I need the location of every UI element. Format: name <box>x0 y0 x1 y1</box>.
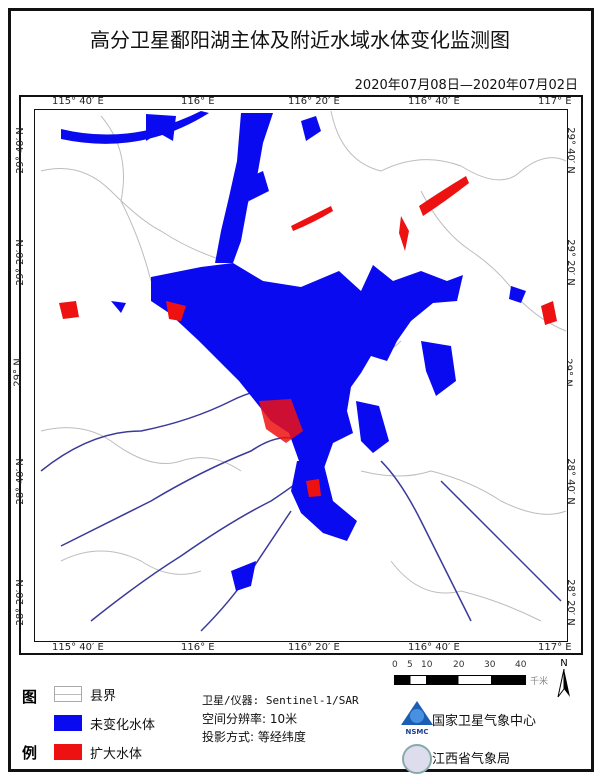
scale-tick: 10 <box>421 660 433 670</box>
map-graphic <box>40 110 567 632</box>
legend-label: 未变化水体 <box>90 718 156 733</box>
map-frame <box>19 95 583 655</box>
bottom-tick-label: 117° E <box>538 642 572 653</box>
left-tick-label: 28° 40′ N <box>14 458 26 505</box>
org-name-nsmc: 国家卫星气象中心 <box>432 714 537 729</box>
date-range: 2020年07月08日—2020年07月02日 <box>354 78 578 93</box>
legend-swatch-county-border <box>54 686 82 702</box>
left-tick-label: 29° 40′ N <box>14 127 26 174</box>
north-arrow-icon <box>557 668 570 698</box>
top-tick-label: 116° E <box>181 96 215 107</box>
org-name-jiangxi: 江西省气象局 <box>432 752 511 767</box>
left-tick-label: 29° N <box>12 358 24 387</box>
top-tick-label: 117° E <box>538 96 572 107</box>
scale-tick: 5 <box>407 660 413 670</box>
bottom-tick-label: 115° 40′ E <box>52 642 104 653</box>
jiangxi-meteorological-logo <box>402 744 432 774</box>
legend-label: 县界 <box>90 689 117 704</box>
expanded-water <box>59 176 557 497</box>
scale-bar: 0 5 10 20 30 40 千米 <box>392 660 552 690</box>
legend-heading: 例 <box>22 744 38 762</box>
water-change-map <box>34 109 568 642</box>
projection-info: 投影方式: 等经纬度 <box>202 730 306 744</box>
legend-label: 扩大水体 <box>90 747 143 762</box>
north-arrow: N <box>556 658 572 702</box>
outer-border <box>8 8 594 772</box>
legend-heading: 图 <box>22 688 38 706</box>
top-tick-label: 116° 40′ E <box>408 96 460 107</box>
resolution-info: 空间分辨率: 10米 <box>202 712 298 726</box>
scale-tick: 20 <box>453 660 465 670</box>
satellite-info: 卫星/仪器: Sentinel-1/SAR <box>202 694 359 707</box>
scale-unit: 千米 <box>530 677 549 687</box>
scale-tick: 30 <box>484 660 496 670</box>
scale-tick: 0 <box>392 660 398 670</box>
nsmc-logo: NSMC <box>400 700 434 736</box>
north-label: N <box>560 658 568 669</box>
bottom-tick-label: 116° 40′ E <box>408 642 460 653</box>
nsmc-logo-text: NSMC <box>405 728 429 736</box>
top-tick-label: 115° 40′ E <box>52 96 104 107</box>
legend-swatch-unchanged-water <box>54 715 82 731</box>
page-title: 高分卫星鄱阳湖主体及附近水域水体变化监测图 <box>90 28 510 52</box>
top-tick-label: 116° 20′ E <box>288 96 340 107</box>
scale-tick: 40 <box>515 660 527 670</box>
bottom-tick-label: 116° 20′ E <box>288 642 340 653</box>
legend-swatch-expanded-water <box>54 744 82 760</box>
bottom-tick-label: 116° E <box>181 642 215 653</box>
left-tick-label: 29° 20′ N <box>14 239 26 286</box>
left-tick-label: 28° 20′ N <box>14 579 26 626</box>
